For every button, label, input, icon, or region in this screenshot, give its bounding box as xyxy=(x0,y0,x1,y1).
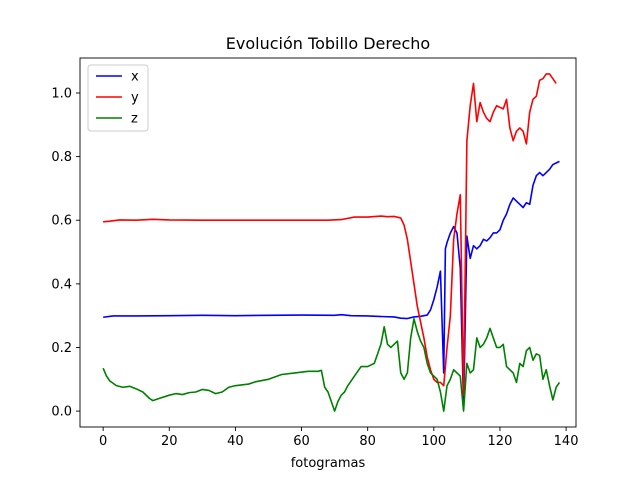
x-axis-label: fotogramas xyxy=(291,456,366,471)
x-tick-label: 80 xyxy=(359,434,376,449)
chart-title: Evolución Tobillo Derecho xyxy=(226,34,430,53)
y-tick-label: 0.0 xyxy=(51,405,72,420)
x-tick-label: 40 xyxy=(227,434,244,449)
legend-label-x: x xyxy=(131,70,139,85)
legend-label-z: z xyxy=(131,112,138,127)
plot-frame xyxy=(79,57,577,428)
legend-box xyxy=(87,64,149,132)
axes-layer: 0 20 40 60 80 100 120 140 0.0 0.2 0.4 0.6 0.8 1.0 xyxy=(51,57,579,449)
y-tick-label: 0.6 xyxy=(51,214,72,229)
legend-label-y: y xyxy=(131,91,139,106)
x-tick-label: 140 xyxy=(554,434,579,449)
x-tick-label: 20 xyxy=(161,434,178,449)
x-tick-label: 120 xyxy=(488,434,513,449)
y-tick-label: 0.4 xyxy=(51,277,72,292)
x-tick-label: 0 xyxy=(99,434,107,449)
series-line-y xyxy=(103,73,557,396)
x-tick-label: 60 xyxy=(293,434,310,449)
y-tick-label: 1.0 xyxy=(51,86,72,101)
y-tick-label: 0.2 xyxy=(51,341,72,356)
y-tick-label: 0.8 xyxy=(51,150,72,165)
series-layer xyxy=(102,73,561,412)
x-tick-label: 100 xyxy=(421,434,446,449)
legend: xyz xyxy=(87,64,149,132)
series-line-z xyxy=(102,318,561,412)
